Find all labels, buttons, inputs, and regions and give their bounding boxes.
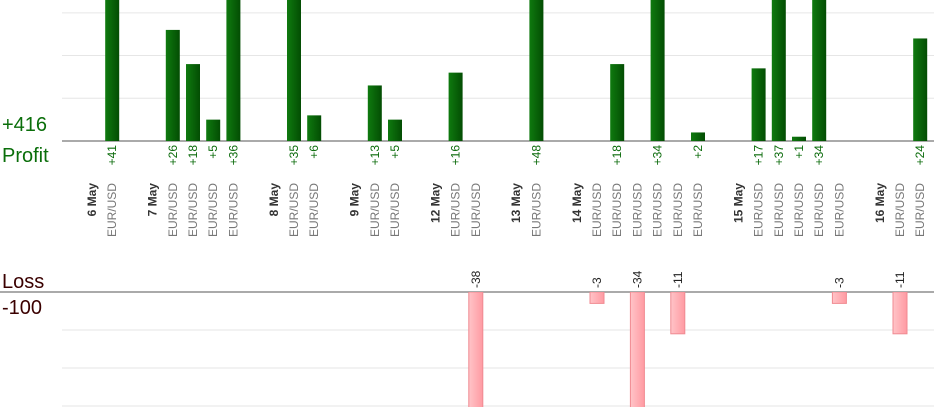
category-label: EUR/USD <box>812 183 826 237</box>
category-label: EUR/USD <box>186 183 200 237</box>
value-label: +16 <box>449 145 463 166</box>
profit-label: Profit <box>2 145 49 167</box>
loss-bar <box>468 292 484 407</box>
date-label: 9 May <box>348 183 362 217</box>
category-label: EUR/USD <box>832 183 846 237</box>
value-label: +26 <box>166 145 180 166</box>
profit-bar <box>792 136 806 141</box>
profit-bar <box>448 72 463 141</box>
loss-total: -100 <box>2 297 42 319</box>
date-label: 8 May <box>267 183 281 217</box>
profit-total: +416 <box>2 114 47 136</box>
category-label: EUR/USD <box>469 183 483 237</box>
category-label: EUR/USD <box>691 183 705 237</box>
value-label: -11 <box>893 271 907 288</box>
value-label: +5 <box>388 145 402 159</box>
profit-bar <box>165 29 180 141</box>
loss-bar <box>589 292 605 304</box>
category-label: EUR/USD <box>893 183 907 237</box>
category-label: EUR/USD <box>610 183 624 237</box>
profit-bar <box>529 0 544 141</box>
loss-bar <box>892 292 908 335</box>
profit-bar <box>691 132 705 141</box>
value-label: -3 <box>590 277 604 288</box>
category-label: EUR/USD <box>913 183 927 237</box>
profit-bar <box>307 115 322 141</box>
profit-bar <box>388 119 402 141</box>
value-label: +37 <box>772 145 786 166</box>
value-label: -38 <box>469 270 483 288</box>
loss-bar <box>670 292 686 335</box>
date-label: 12 May <box>428 183 442 223</box>
value-label: +2 <box>691 145 705 159</box>
value-label: +36 <box>226 145 240 166</box>
category-label: EUR/USD <box>388 183 402 237</box>
loss-label: Loss <box>2 271 44 293</box>
date-label: 16 May <box>873 183 887 223</box>
value-label: +48 <box>529 145 543 166</box>
profit-bar <box>206 119 221 141</box>
value-label: +17 <box>752 145 766 166</box>
category-label: EUR/USD <box>651 183 665 237</box>
date-label: 13 May <box>509 183 523 223</box>
value-label: +34 <box>812 145 826 166</box>
category-label: EUR/USD <box>792 183 806 237</box>
value-label: +5 <box>206 145 220 159</box>
profit-bar <box>751 68 766 141</box>
profit-bars <box>105 0 928 141</box>
profit-bar <box>913 38 928 141</box>
value-label: +34 <box>651 145 665 166</box>
profit-bar <box>287 0 301 141</box>
profit-bar <box>367 85 382 141</box>
value-label: +35 <box>287 145 301 166</box>
value-label: +1 <box>792 145 806 159</box>
value-label: +13 <box>368 145 382 166</box>
category-label: EUR/USD <box>166 183 180 237</box>
category-label: EUR/USD <box>368 183 382 237</box>
value-label: +41 <box>105 145 119 166</box>
category-label: EUR/USD <box>630 183 644 237</box>
value-label: -3 <box>832 277 846 288</box>
value-label: +24 <box>913 145 927 166</box>
category-label: EUR/USD <box>449 183 463 237</box>
loss-bar <box>831 292 847 304</box>
date-label: 15 May <box>731 183 745 223</box>
value-label: -11 <box>671 271 685 288</box>
category-label: EUR/USD <box>226 183 240 237</box>
profit-bar <box>812 0 827 141</box>
loss-bar <box>629 292 645 407</box>
category-label: EUR/USD <box>772 183 786 237</box>
category-label: EUR/USD <box>287 183 301 237</box>
value-label: +18 <box>610 145 624 166</box>
profit-bar <box>650 0 665 141</box>
value-label: +6 <box>307 145 321 159</box>
profit-bar <box>226 0 241 141</box>
category-label: EUR/USD <box>752 183 766 237</box>
profit-bar <box>186 64 200 141</box>
profit-bar <box>771 0 786 141</box>
category-label: EUR/USD <box>529 183 543 237</box>
date-label: 14 May <box>570 183 584 223</box>
category-label: EUR/USD <box>671 183 685 237</box>
value-label: -34 <box>630 270 644 288</box>
category-label: EUR/USD <box>590 183 604 237</box>
date-label: 7 May <box>146 183 160 217</box>
category-label: EUR/USD <box>105 183 119 237</box>
category-label: EUR/USD <box>206 183 220 237</box>
profit-bar <box>105 0 120 141</box>
profit-bar <box>610 64 625 141</box>
value-label: +18 <box>186 145 200 166</box>
date-label: 6 May <box>85 183 99 217</box>
loss-bars <box>468 292 908 407</box>
category-label: EUR/USD <box>307 183 321 237</box>
